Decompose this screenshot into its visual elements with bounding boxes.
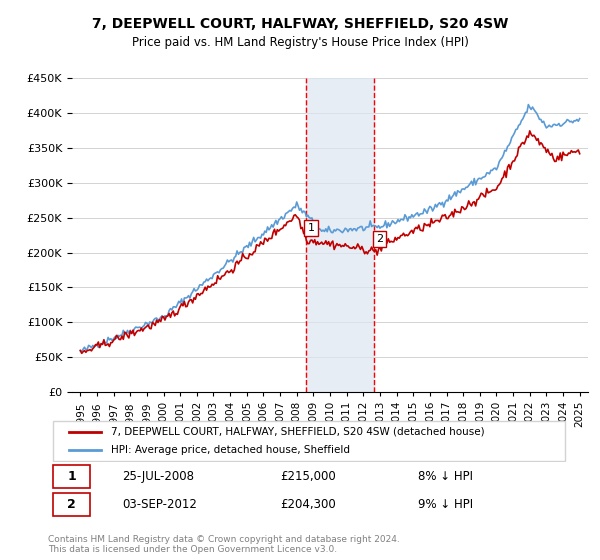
Text: 1: 1 [308, 223, 314, 233]
Text: Price paid vs. HM Land Registry's House Price Index (HPI): Price paid vs. HM Land Registry's House … [131, 36, 469, 49]
Text: 1: 1 [67, 470, 76, 483]
Text: 8% ↓ HPI: 8% ↓ HPI [418, 470, 473, 483]
Text: £204,300: £204,300 [280, 498, 336, 511]
Text: £215,000: £215,000 [280, 470, 336, 483]
Text: 03-SEP-2012: 03-SEP-2012 [122, 498, 197, 511]
Text: Contains HM Land Registry data © Crown copyright and database right 2024.
This d: Contains HM Land Registry data © Crown c… [48, 535, 400, 554]
Bar [306, 78, 374, 392]
Text: 25-JUL-2008: 25-JUL-2008 [122, 470, 194, 483]
Text: 2: 2 [67, 498, 76, 511]
Text: 2: 2 [376, 234, 383, 244]
FancyBboxPatch shape [53, 421, 565, 461]
Text: HPI: Average price, detached house, Sheffield: HPI: Average price, detached house, Shef… [112, 445, 350, 455]
Text: 7, DEEPWELL COURT, HALFWAY, SHEFFIELD, S20 4SW (detached house): 7, DEEPWELL COURT, HALFWAY, SHEFFIELD, S… [112, 427, 485, 437]
Text: 7, DEEPWELL COURT, HALFWAY, SHEFFIELD, S20 4SW: 7, DEEPWELL COURT, HALFWAY, SHEFFIELD, S… [92, 17, 508, 31]
Text: 9% ↓ HPI: 9% ↓ HPI [418, 498, 473, 511]
FancyBboxPatch shape [53, 465, 90, 488]
FancyBboxPatch shape [53, 493, 90, 516]
